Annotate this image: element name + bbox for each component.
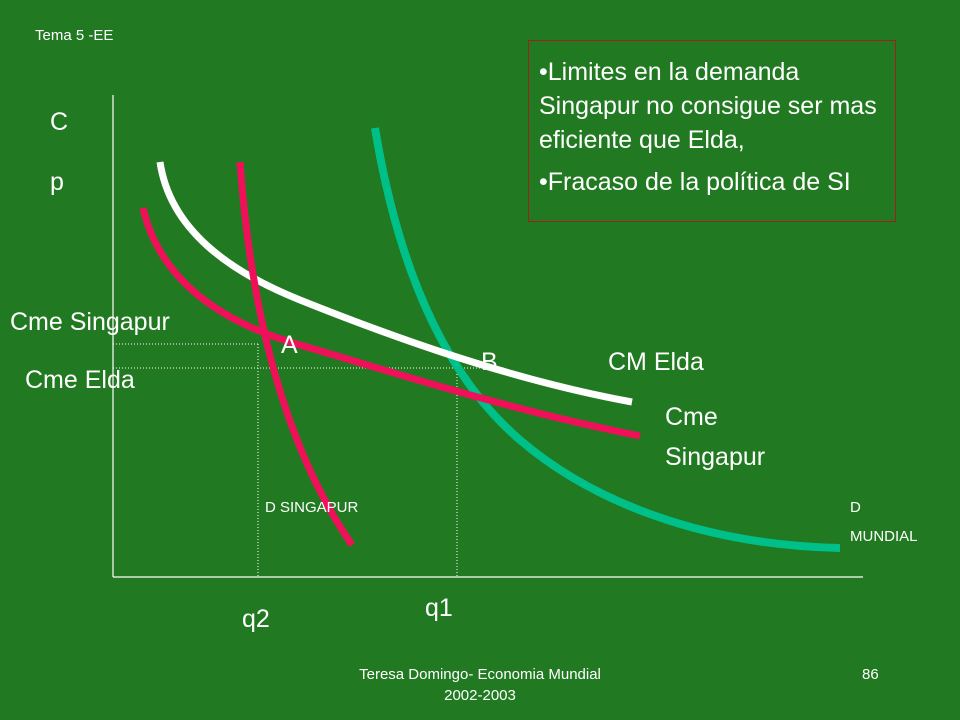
quantity-label: q2 [242,605,270,633]
curve-label: Cme Elda [25,366,135,394]
point-label: B [481,348,498,376]
bullet: Limites en la demanda Singapur no consig… [537,55,887,157]
cme-singapur-curve [139,207,641,440]
footer-author: 2002-2003 [444,687,516,704]
curve-label: D SINGAPUR [265,499,359,516]
topic: Tema 5 -EE [35,27,114,44]
quantity-label: q1 [425,594,453,622]
curve-label: D [850,499,861,516]
cm-elda-curve [156,161,633,406]
point-label: A [281,331,298,359]
d-singapur-curve [236,161,355,547]
page-number: 86 [862,666,879,683]
d-mundial-curve [371,127,841,552]
axis-label: p [50,168,64,196]
curve-label: Cme [665,403,718,431]
curve-label: CM Elda [608,348,704,376]
footer-author: Teresa Domingo- Economia Mundial [359,666,601,683]
bullet: Fracaso de la política de SI [537,165,887,199]
curve-label: Singapur [665,443,766,471]
axis-label: C [50,108,69,136]
curve-label: Cme Singapur [10,308,170,336]
text-box: Limites en la demanda Singapur no consig… [528,40,896,222]
curve-label: MUNDIAL [850,528,918,545]
